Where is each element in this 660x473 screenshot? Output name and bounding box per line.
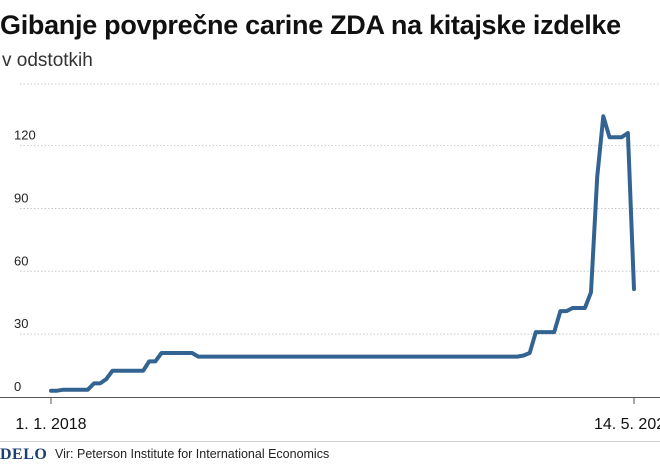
y-tick-label-90: 90: [14, 190, 28, 205]
source-note: Vir: Peterson Institute for Internationa…: [55, 447, 330, 461]
y-tick-label-30: 30: [14, 316, 28, 331]
x-tick-label-2: 14. 5. 2025: [594, 416, 660, 433]
y-tick-label-120: 120: [14, 128, 36, 143]
y-tick-label-60: 60: [14, 253, 28, 268]
x-tick-label-1: 1. 1. 2018: [15, 416, 86, 433]
chart-title: Gibanje povprečne carine ZDA na kitajske…: [0, 10, 621, 40]
delo-logo: DELO: [0, 446, 48, 463]
line-chart: 0 30 60 90 120 1. 1. 2018 14. 5. 2025: [0, 83, 660, 433]
y-tick-label-0: 0: [14, 379, 21, 394]
chart-subtitle: v odstotkih: [2, 50, 93, 71]
footer: DELO Vir: Peterson Institute for Interna…: [0, 441, 660, 473]
series-line-1: [49, 114, 636, 393]
